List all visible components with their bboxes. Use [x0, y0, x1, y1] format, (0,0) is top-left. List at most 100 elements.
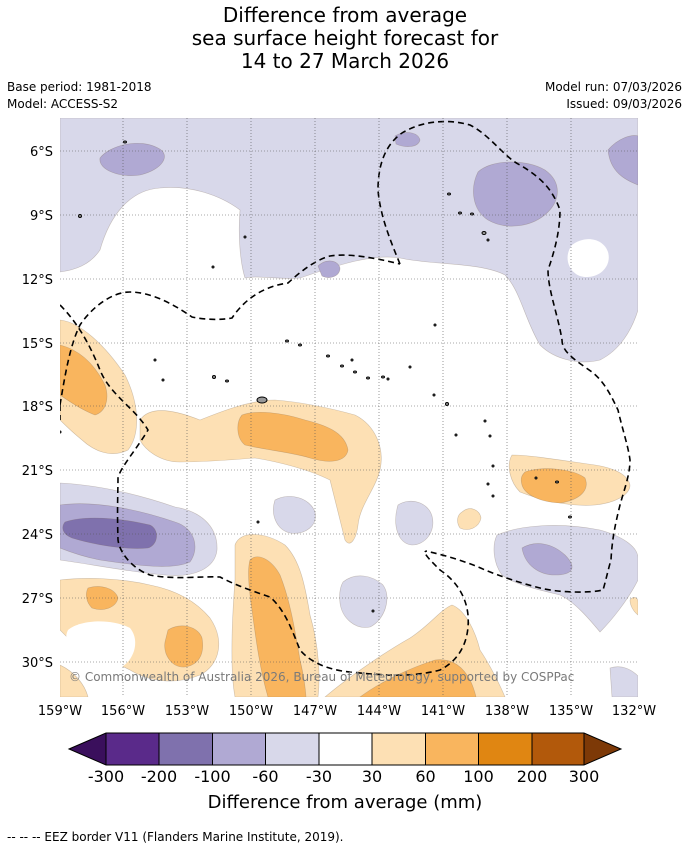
- island-feature: [326, 354, 330, 358]
- island-feature: [371, 609, 375, 613]
- colorbar-bin: [478, 733, 532, 765]
- island-feature: [285, 339, 289, 343]
- colorbar-label: Difference from average (mm): [207, 792, 483, 813]
- neutral-hole-10s: [567, 239, 609, 278]
- island-feature: [445, 402, 449, 406]
- lat-label: 12°S: [22, 273, 53, 288]
- eez-border-west: [60, 254, 401, 420]
- colorbar-bin: [319, 733, 372, 765]
- model-run: Model run: 07/03/2026: [544, 80, 682, 94]
- island-feature: [386, 377, 390, 381]
- island-feature: [454, 433, 458, 437]
- pos60-blob-29s: [164, 625, 203, 668]
- eez-borders: [60, 120, 631, 676]
- colorbar-ticks: -300 -200 -100 -60 -30 30 60 100 200 300: [88, 767, 599, 786]
- lat-label: 30°S: [22, 656, 53, 671]
- graticule: [60, 118, 638, 697]
- lat-label: 24°S: [22, 528, 53, 543]
- island-feature: [60, 430, 62, 434]
- island-feature: [486, 238, 490, 242]
- island-feature: [491, 494, 495, 498]
- colorbar: -300 -200 -100 -60 -30 30 60 100 200 300: [67, 732, 623, 786]
- pos30-south-edge: [629, 597, 638, 616]
- neg60-blob-7s: [394, 132, 421, 147]
- colorbar-dividers: [105, 733, 585, 765]
- island-feature: [408, 365, 412, 369]
- island-feature: [161, 378, 165, 382]
- map-plot-area: © Commonwealth of Australia 2026, Bureau…: [60, 118, 638, 697]
- island-feature: [366, 376, 370, 380]
- pos30-blob-23s: [457, 508, 482, 530]
- meta-right: Model run: 07/03/2026 Issued: 09/03/2026: [545, 79, 682, 113]
- island-feature: [458, 211, 462, 215]
- lon-label: 159°W: [38, 704, 82, 719]
- neg60-blob-6s-east: [607, 135, 638, 186]
- island-feature: [491, 464, 495, 468]
- meta-left: Base period: 1981-2018 Model: ACCESS-S2: [7, 79, 152, 113]
- lat-label: 21°S: [22, 464, 53, 479]
- base-period: Base period: 1981-2018: [7, 80, 152, 94]
- island-feature: [78, 214, 82, 218]
- pos30-southwest-corner: [60, 664, 89, 697]
- island-feature: [256, 396, 268, 404]
- colorbar-bin: [212, 733, 266, 765]
- colorbar-bin: [159, 733, 213, 765]
- island-feature: [243, 235, 247, 239]
- colorbar-tick: -200: [141, 767, 177, 786]
- lon-label: 156°W: [101, 704, 145, 719]
- island-feature: [432, 393, 436, 397]
- island-feature: [486, 482, 490, 486]
- island-feature: [298, 343, 302, 347]
- neg100-west-23s: [62, 517, 157, 549]
- neg60-blob-12s: [317, 260, 341, 278]
- colorbar-extend-low: [69, 733, 106, 765]
- island-feature: [225, 379, 229, 383]
- chart-title: Difference from average sea surface heig…: [0, 4, 690, 73]
- island-feature: [483, 419, 487, 423]
- island-outlines: [60, 140, 572, 613]
- neg60-blob-6s-west: [99, 142, 165, 176]
- island-feature: [211, 265, 215, 269]
- pos60-west-17s: [60, 344, 108, 416]
- colorbar-tick: -60: [252, 767, 278, 786]
- model-name: Model: ACCESS-S2: [7, 97, 119, 111]
- island-feature: [256, 520, 260, 524]
- title-line-2: sea surface height forecast for: [191, 26, 499, 50]
- island-feature: [534, 476, 538, 480]
- eez-legend-note: -- -- -- EEZ border V11 (Flanders Marine…: [7, 830, 344, 844]
- title-line-3: 14 to 27 March 2026: [240, 49, 450, 73]
- colorbar-tick: 300: [569, 767, 600, 786]
- lon-label: 153°W: [165, 704, 209, 719]
- island-feature: [353, 370, 357, 374]
- pos60-central-19s: [237, 411, 349, 462]
- island-feature: [433, 323, 437, 327]
- colorbar-tick: -300: [88, 767, 124, 786]
- title-line-1: Difference from average: [222, 3, 468, 27]
- colorbar-extend-high: [584, 733, 621, 765]
- lon-label: 141°W: [421, 704, 465, 719]
- copyright-notice: © Commonwealth of Australia 2026, Bureau…: [69, 670, 574, 684]
- lon-label: 144°W: [357, 704, 401, 719]
- island-feature: [212, 375, 216, 379]
- island-feature: [153, 358, 157, 362]
- longitude-labels: 159°W 156°W 153°W 150°W 147°W 144°W 141°…: [38, 704, 656, 719]
- neg60-blob-8s-east: [473, 161, 558, 227]
- lon-label: 138°W: [485, 704, 529, 719]
- island-feature: [555, 480, 559, 484]
- lon-label: 150°W: [229, 704, 273, 719]
- neg30-blob-30s: [339, 575, 388, 628]
- island-feature: [381, 375, 385, 379]
- lon-label: 132°W: [612, 704, 656, 719]
- colorbar-tick: -100: [194, 767, 230, 786]
- neg60-southeast: [521, 543, 573, 576]
- neg30-south-edge: [609, 666, 638, 697]
- neutral-hole-29s: [66, 621, 136, 671]
- lon-label: 135°W: [549, 704, 593, 719]
- neg30-blob-155: [273, 496, 316, 534]
- lat-label: 9°S: [30, 209, 53, 224]
- island-feature: [481, 231, 487, 235]
- colorbar-bin: [532, 733, 584, 765]
- colorbar-bin: [106, 733, 159, 765]
- colorbar-tick: 200: [517, 767, 548, 786]
- eez-border-east: [377, 120, 631, 593]
